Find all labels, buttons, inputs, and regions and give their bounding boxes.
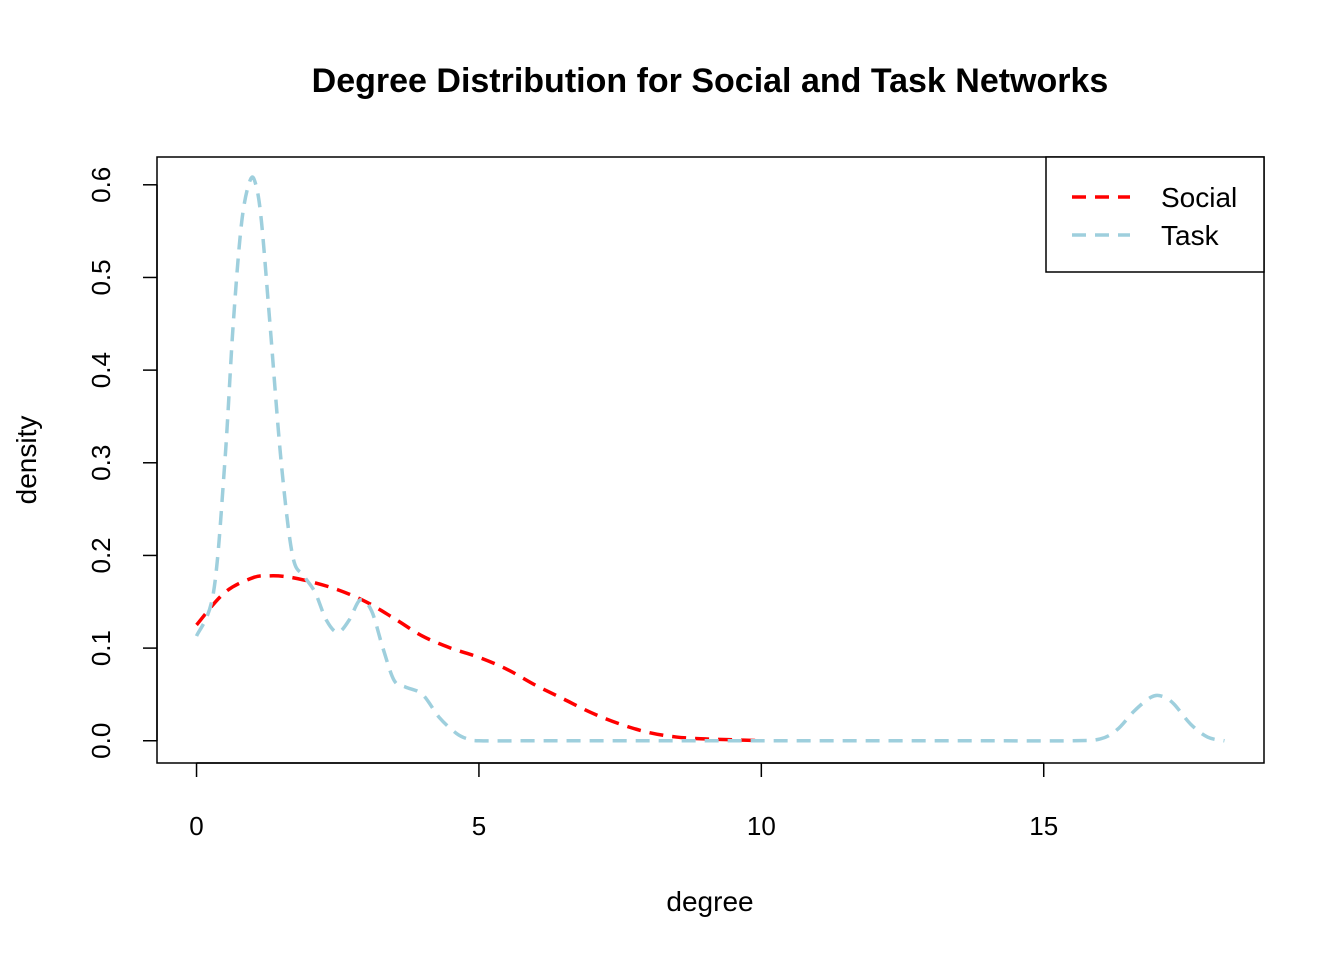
y-tick-label: 0.5 (86, 259, 116, 295)
x-tick-label: 0 (189, 811, 203, 841)
y-tick-label: 0.4 (86, 352, 116, 388)
x-axis: 0 5 10 15 (189, 762, 1058, 841)
legend-box (1045, 156, 1265, 273)
y-tick-label: 0.2 (86, 537, 116, 573)
legend-label-social: Social (1161, 182, 1237, 213)
series-layer (194, 175, 1225, 743)
x-tick-label: 15 (1029, 811, 1058, 841)
x-tick-label: 5 (472, 811, 486, 841)
series-line-social (195, 573, 762, 743)
legend-label-task: Task (1161, 220, 1220, 251)
x-tick-label: 10 (747, 811, 776, 841)
y-tick-label: 0.0 (86, 723, 116, 759)
chart-title: Degree Distribution for Social and Task … (312, 62, 1109, 100)
y-tick-label: 0.6 (86, 167, 116, 203)
y-tick-label: 0.1 (86, 630, 116, 666)
x-axis-label: degree (666, 886, 753, 917)
y-tick-label: 0.3 (86, 445, 116, 481)
y-axis: 0.0 0.1 0.2 0.3 0.4 0.5 0.6 (86, 167, 158, 759)
legend: Social Task (1045, 156, 1265, 273)
y-axis-label: density (11, 416, 42, 505)
